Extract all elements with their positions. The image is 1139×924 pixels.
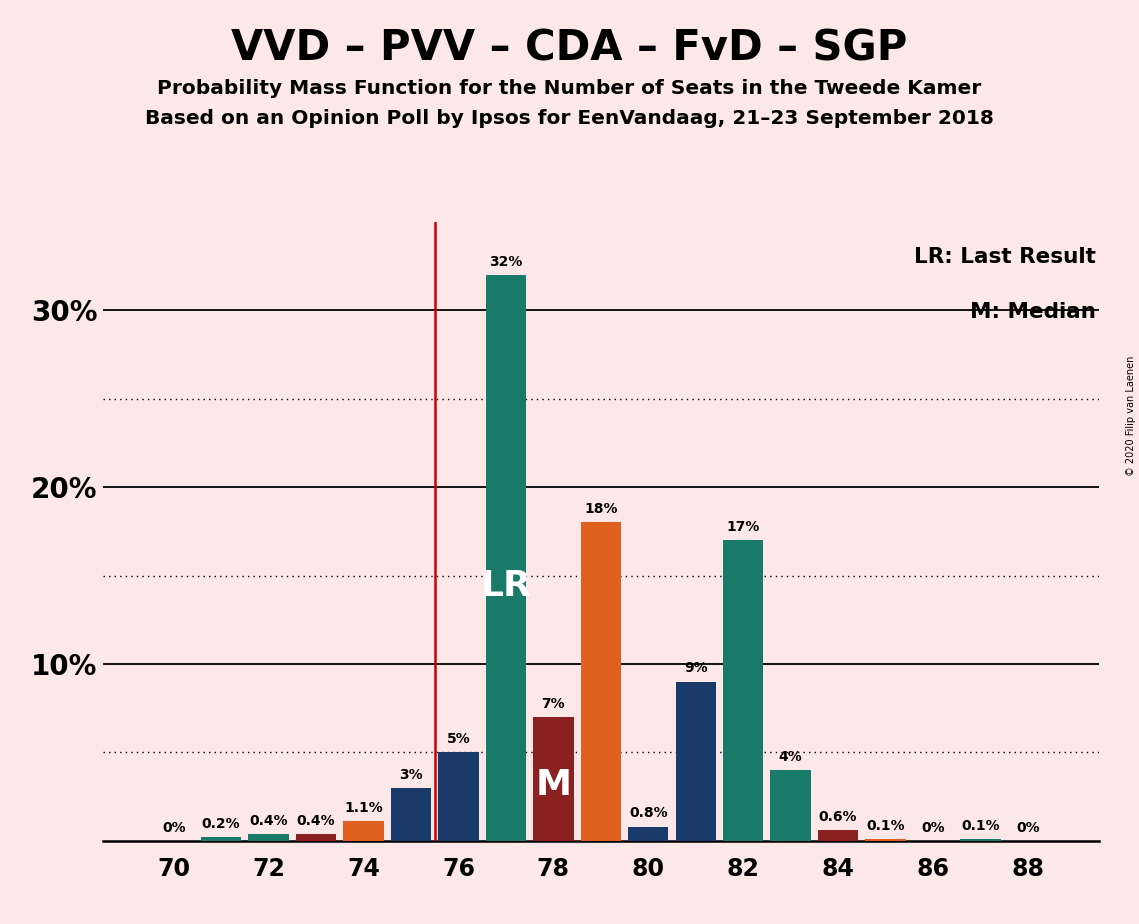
Text: 1.1%: 1.1% — [344, 801, 383, 815]
Text: 0.4%: 0.4% — [249, 813, 288, 828]
Text: M: Median: M: Median — [970, 302, 1096, 322]
Text: 7%: 7% — [541, 697, 565, 711]
Text: LR: Last Result: LR: Last Result — [915, 247, 1096, 266]
Bar — [296, 833, 336, 841]
Text: 17%: 17% — [727, 520, 760, 534]
Text: 0.8%: 0.8% — [629, 807, 667, 821]
Text: 32%: 32% — [490, 255, 523, 269]
Text: 18%: 18% — [584, 503, 617, 517]
Text: 9%: 9% — [683, 662, 707, 675]
Text: LR: LR — [481, 569, 531, 603]
Bar — [391, 788, 432, 841]
Text: 0%: 0% — [1016, 821, 1040, 834]
Bar — [200, 837, 241, 841]
Text: 5%: 5% — [446, 732, 470, 747]
Text: 0.6%: 0.6% — [819, 810, 858, 824]
Bar — [533, 717, 574, 841]
Text: 0.2%: 0.2% — [202, 817, 240, 831]
Text: 3%: 3% — [399, 768, 423, 782]
Bar — [818, 831, 859, 841]
Bar — [770, 770, 811, 841]
Text: 0.1%: 0.1% — [961, 819, 1000, 833]
Text: © 2020 Filip van Laenen: © 2020 Filip van Laenen — [1126, 356, 1136, 476]
Bar — [343, 821, 384, 841]
Bar — [675, 682, 716, 841]
Bar — [960, 839, 1001, 841]
Text: 0%: 0% — [921, 821, 945, 834]
Text: VVD – PVV – CDA – FvD – SGP: VVD – PVV – CDA – FvD – SGP — [231, 28, 908, 69]
Text: 0.1%: 0.1% — [867, 819, 904, 833]
Bar — [248, 833, 289, 841]
Bar — [485, 274, 526, 841]
Text: M: M — [535, 768, 572, 802]
Bar — [581, 522, 621, 841]
Text: 0%: 0% — [162, 821, 186, 834]
Bar — [628, 827, 669, 841]
Text: Probability Mass Function for the Number of Seats in the Tweede Kamer: Probability Mass Function for the Number… — [157, 79, 982, 98]
Text: 4%: 4% — [779, 750, 803, 764]
Text: Based on an Opinion Poll by Ipsos for EenVandaag, 21–23 September 2018: Based on an Opinion Poll by Ipsos for Ee… — [145, 109, 994, 128]
Bar — [439, 752, 478, 841]
Bar — [723, 541, 763, 841]
Bar — [866, 839, 906, 841]
Text: 0.4%: 0.4% — [297, 813, 335, 828]
